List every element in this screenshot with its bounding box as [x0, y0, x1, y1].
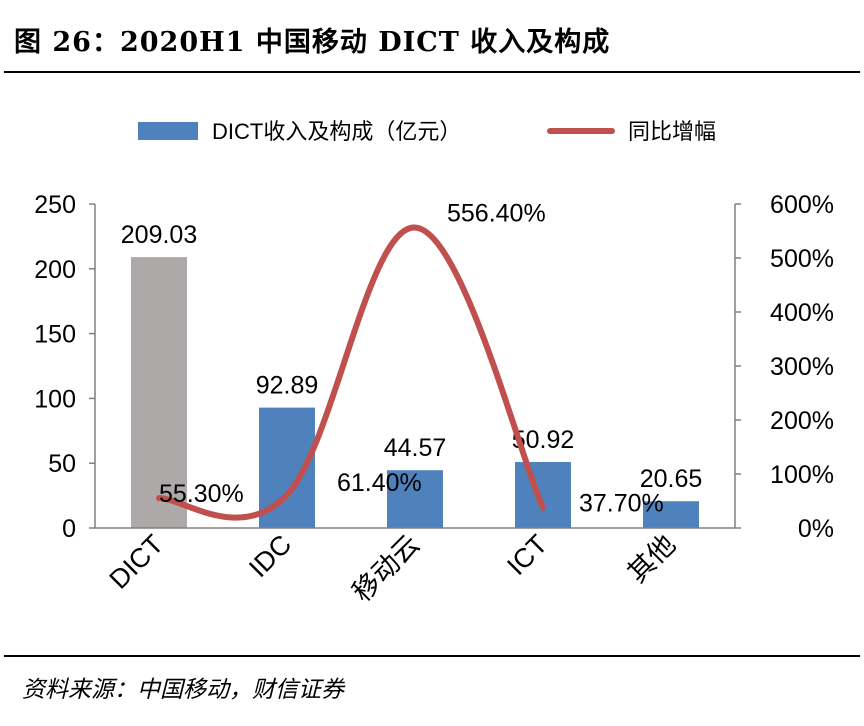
x-tick-label: 其他 — [622, 529, 681, 588]
left-tick-label: 150 — [34, 321, 76, 349]
legend-label-bar: DICT收入及构成（亿元） — [212, 119, 461, 144]
x-tick-label: ICT — [501, 529, 553, 581]
line-series: 55.30% 61.40% 556.40% 37.70% — [156, 200, 664, 521]
legend-label-line: 同比增幅 — [628, 119, 716, 144]
source-note: 资料来源：中国移动，财信证券 — [22, 677, 344, 703]
right-axis: 0% 100% 200% 300% 400% 500% 600% — [734, 191, 834, 543]
right-tick-label: 0% — [798, 515, 834, 543]
right-tick-label: 200% — [770, 407, 834, 435]
left-tick-label: 250 — [34, 191, 76, 219]
bar-value-label: 44.57 — [384, 434, 447, 462]
left-axis: 0 50 100 150 200 250 — [34, 191, 96, 543]
bar-2 — [387, 470, 443, 528]
figure-title: 图 26：2020H1 中国移动 DICT 收入及构成 — [14, 27, 611, 58]
x-tick-label: DICT — [103, 529, 169, 595]
line-value-label: 55.30% — [159, 480, 244, 508]
bar-value-label: 20.65 — [640, 465, 703, 493]
right-tick-label: 100% — [770, 461, 834, 489]
bar-3 — [515, 462, 571, 528]
top-rule — [4, 71, 860, 73]
left-tick-label: 50 — [48, 450, 76, 478]
bar-4 — [643, 501, 699, 528]
growth-line — [156, 224, 546, 521]
bottom-rule — [4, 655, 860, 657]
x-tick-label: IDC — [243, 529, 297, 583]
right-tick-label: 600% — [770, 191, 834, 219]
bar-value-label: 92.89 — [256, 372, 319, 400]
legend-swatch-bar — [138, 122, 198, 140]
x-axis: DICT IDC 移动云 ICT 其他 — [103, 529, 681, 607]
right-tick-label: 400% — [770, 299, 834, 327]
line-value-label: 61.40% — [337, 469, 422, 497]
left-tick-label: 200 — [34, 256, 76, 284]
bar-value-label: 209.03 — [121, 221, 197, 249]
left-tick-label: 100 — [34, 385, 76, 413]
x-tick-label: 移动云 — [347, 529, 425, 607]
bar-0 — [131, 257, 187, 528]
right-tick-label: 500% — [770, 245, 834, 273]
right-tick-label: 300% — [770, 353, 834, 381]
line-value-label: 37.70% — [579, 490, 664, 518]
left-tick-label: 0 — [62, 515, 76, 543]
chart: DICT收入及构成（亿元） 同比增幅 0 50 100 150 200 250 0% 100%… — [34, 119, 834, 608]
line-value-label: 556.40% — [447, 200, 546, 228]
legend: DICT收入及构成（亿元） 同比增幅 — [138, 119, 716, 144]
